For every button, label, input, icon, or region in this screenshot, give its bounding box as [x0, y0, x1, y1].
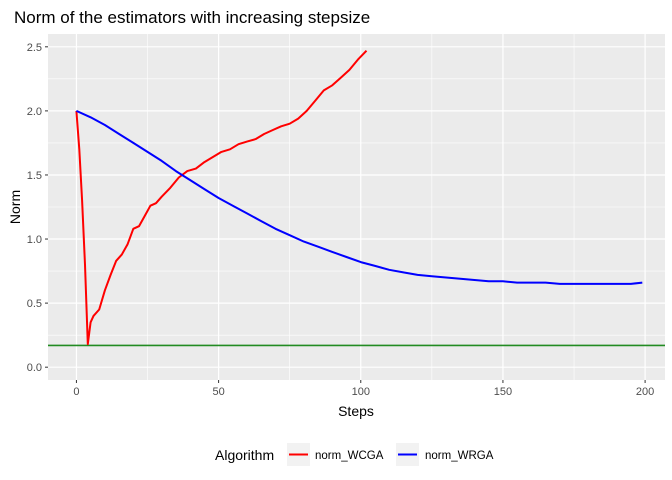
legend: Algorithm norm_WCGA norm_WRGA [215, 443, 494, 466]
x-axis-ticks: 0 50 100 150 200 [73, 380, 654, 398]
legend-title: Algorithm [215, 447, 274, 463]
y-tick-label: 0.0 [27, 362, 42, 374]
legend-label-norm_WRGA: norm_WRGA [425, 450, 494, 462]
y-tick-label: 1.5 [27, 170, 42, 182]
y-axis-title: Norm [7, 190, 23, 224]
x-tick-label: 150 [494, 386, 512, 398]
x-axis-title: Steps [338, 403, 374, 419]
x-tick-label: 100 [352, 386, 370, 398]
y-tick-label: 2.5 [27, 42, 42, 54]
x-tick-label: 200 [636, 386, 654, 398]
y-tick-label: 2.0 [27, 106, 42, 118]
legend-label-norm_WCGA: norm_WCGA [315, 450, 384, 462]
x-tick-label: 0 [73, 386, 79, 398]
series-line-norm_WCGA [75, 50, 368, 346]
series-layer [75, 50, 643, 346]
y-tick-label: 0.5 [27, 298, 42, 310]
chart-title: Norm of the estimators with increasing s… [14, 8, 370, 27]
x-tick-label: 50 [212, 386, 224, 398]
series-line-norm_WRGA [75, 109, 643, 285]
minor-gridlines [48, 34, 665, 380]
major-gridlines [48, 34, 665, 380]
legend-items: norm_WCGA norm_WRGA [287, 443, 494, 466]
y-tick-label: 1.0 [27, 234, 42, 246]
y-axis-ticks: 0.0 0.5 1.0 1.5 2.0 2.5 [27, 42, 48, 374]
